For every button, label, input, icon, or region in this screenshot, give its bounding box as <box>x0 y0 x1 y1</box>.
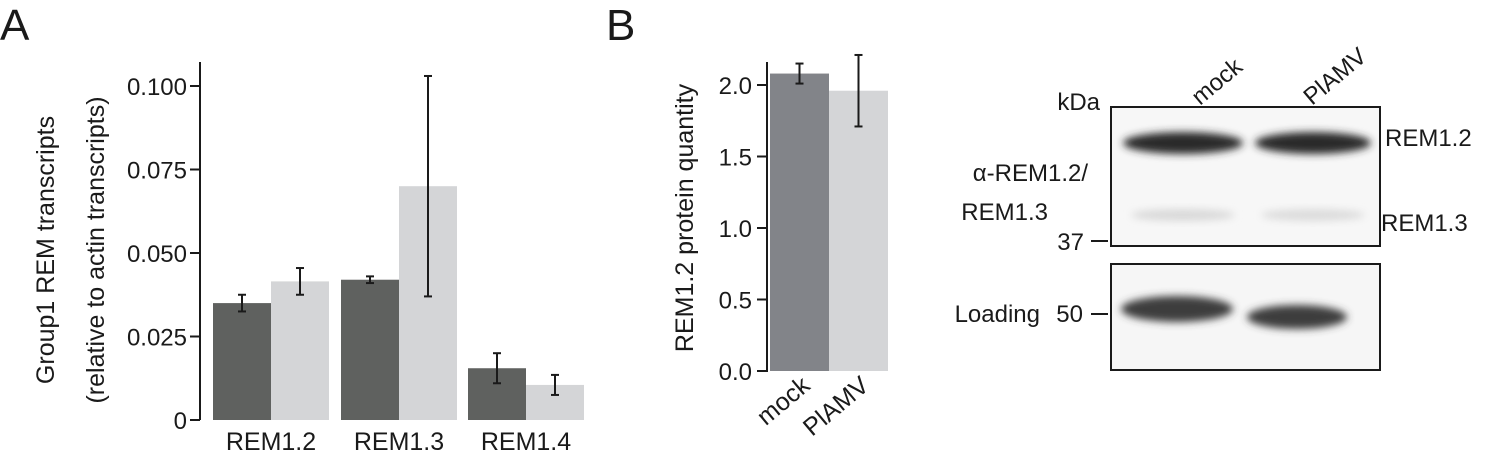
y-tick-label: 0.5 <box>719 288 752 315</box>
antibody-label-line1: α-REM1.2/ <box>973 160 1089 187</box>
y-tick-label: 2.0 <box>719 73 752 100</box>
band-label-rem12: REM1.2 <box>1385 125 1472 152</box>
x-tick-label: REM1.4 <box>481 428 571 456</box>
marker-37-label: 37 <box>1057 229 1084 256</box>
loading-label: Loading <box>955 301 1040 328</box>
x-tick-label: REM1.3 <box>354 428 444 456</box>
x-tick-label: PlAMV <box>798 371 875 442</box>
panel-label-b: B <box>606 1 635 50</box>
y-tick-label: 0.050 <box>127 241 187 268</box>
band-rem12-mock <box>1123 132 1243 154</box>
western-blot: mock PlAMV kDa REM1.2 REM1.3 α-REM1.2/ R… <box>955 43 1472 371</box>
y-tick-label: 1.5 <box>719 145 752 172</box>
protein-bar-chart: REM1.2 protein quantity 0.00.51.01.52.0 … <box>671 53 888 442</box>
band-rem12-plamv <box>1255 132 1371 154</box>
bar-plamv <box>829 90 888 371</box>
marker-50-label: 50 <box>1056 301 1083 328</box>
bar-rem1-3-series1 <box>341 279 399 420</box>
lane-label-mock: mock <box>1187 52 1249 110</box>
chart-a-ylabel-line1: Group1 REM transcripts <box>32 116 60 384</box>
lane-label-plamv: PlAMV <box>1299 43 1373 111</box>
bar-mock <box>770 73 829 371</box>
y-tick-label: 0.025 <box>127 325 187 352</box>
y-tick-label: 0.0 <box>719 359 752 386</box>
kda-label: kDa <box>1057 89 1100 116</box>
x-tick-label: REM1.2 <box>226 428 316 456</box>
antibody-label-line2: REM1.3 <box>961 199 1048 226</box>
y-tick-label: 0 <box>174 408 187 435</box>
chart-b-ylabel: REM1.2 protein quantity <box>671 83 699 352</box>
loading-band-mock <box>1121 296 1233 322</box>
band-rem13-mock <box>1131 209 1235 221</box>
transcript-bar-chart: Group1 REM transcripts (relative to acti… <box>32 62 584 456</box>
y-tick-label: 0.075 <box>127 158 187 185</box>
loading-band-plamv <box>1247 305 1347 329</box>
chart-a-ylabel-line2: (relative to actin transcripts) <box>82 96 110 403</box>
y-tick-label: 0.100 <box>127 74 187 101</box>
blot-membrane-top <box>1110 106 1381 247</box>
y-tick-label: 1.0 <box>719 216 752 243</box>
band-rem13-plamv <box>1261 209 1365 221</box>
band-label-rem13: REM1.3 <box>1381 210 1468 237</box>
bar-rem1-2-series2 <box>271 281 329 420</box>
bar-rem1-2-series1 <box>213 303 271 420</box>
panel-label-a: A <box>0 1 30 50</box>
